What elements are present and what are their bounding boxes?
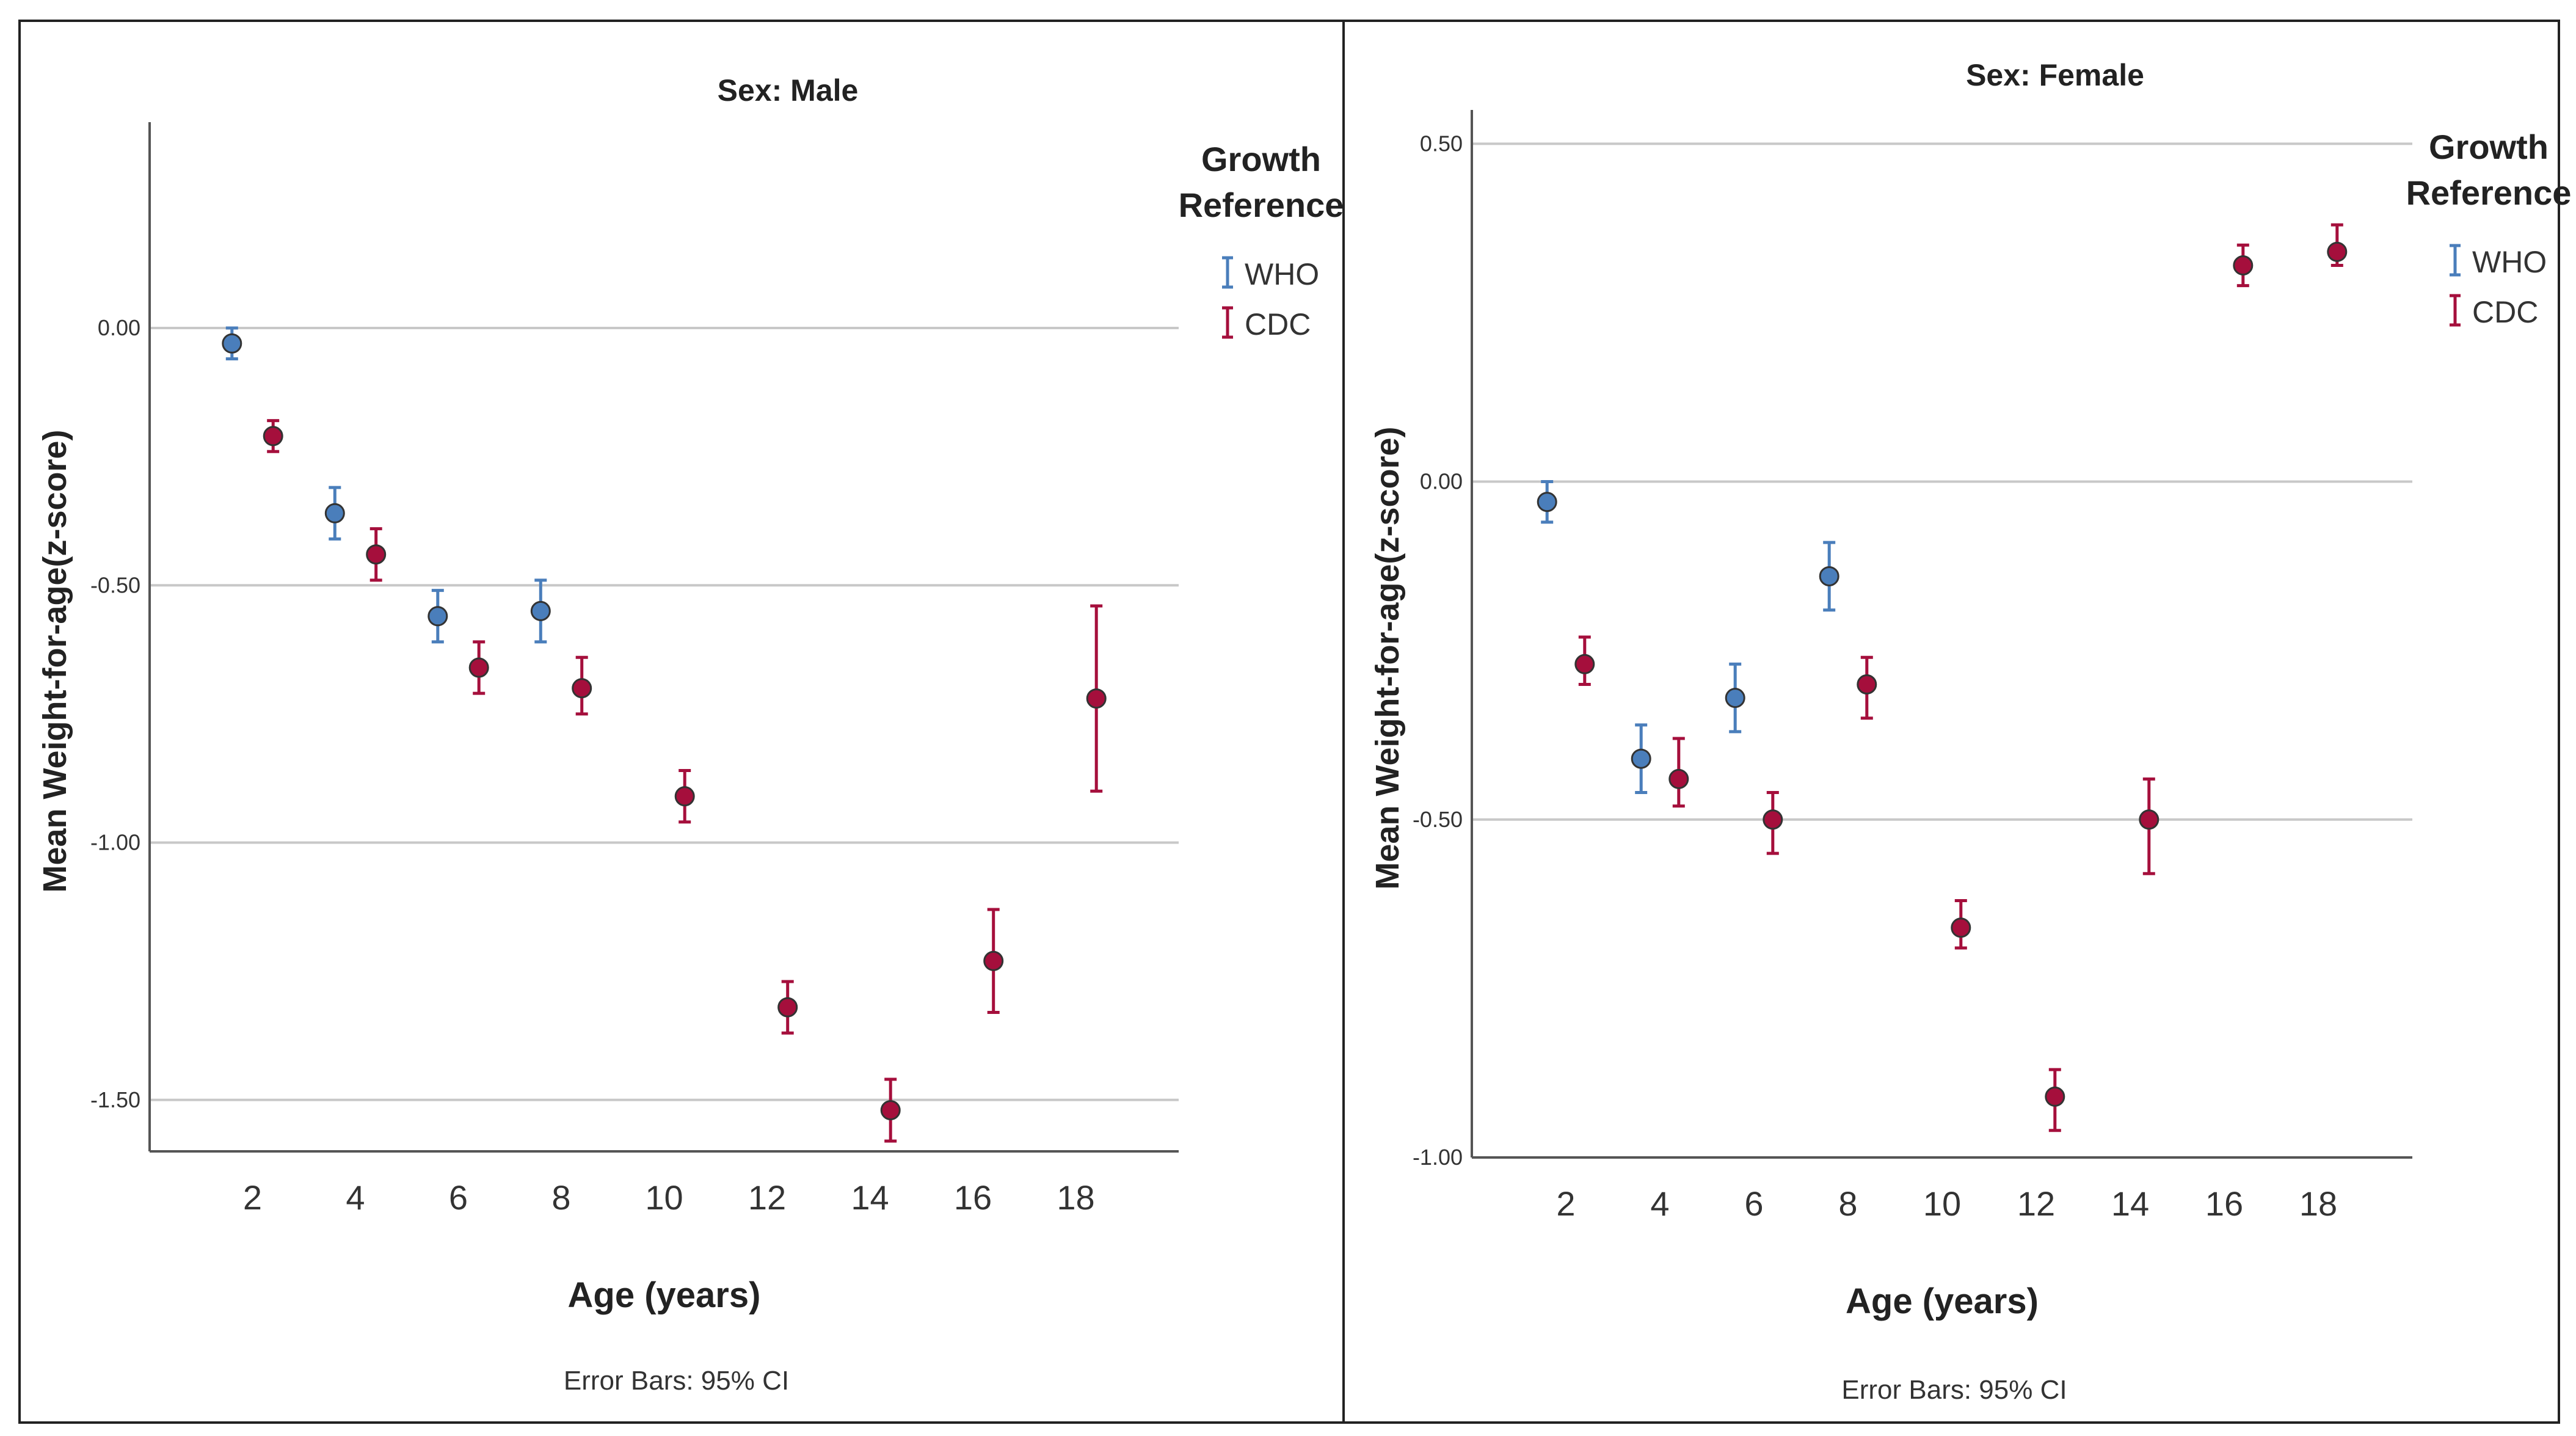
x-tick-label: 18 — [2299, 1184, 2337, 1223]
data-point-cdc — [2045, 1086, 2065, 1107]
footnote: Error Bars: 95% CI — [564, 1366, 789, 1396]
legend-label-who: WHO — [2472, 245, 2547, 279]
x-tick-label: 6 — [1744, 1184, 1763, 1223]
footnote: Error Bars: 95% CI — [1841, 1375, 2067, 1405]
data-point-who — [428, 606, 448, 627]
legend: Growth Reference WHO CDC — [2406, 128, 2572, 329]
x-tick-label: 8 — [551, 1178, 570, 1217]
legend-label-cdc: CDC — [2472, 295, 2538, 329]
data-point-cdc — [1951, 917, 1971, 938]
legend-title-line-2: Reference — [2406, 173, 2572, 212]
y-tick-label: -1.50 — [90, 1087, 140, 1112]
x-tick-label: 10 — [645, 1178, 683, 1217]
x-tick-label: 16 — [2205, 1184, 2243, 1223]
x-axis-label: Age (years) — [1846, 1281, 2039, 1321]
x-tick-label: 6 — [449, 1178, 468, 1217]
x-tick-label: 10 — [1923, 1184, 1961, 1223]
series-who — [222, 326, 551, 644]
y-tick-label: 0.50 — [1420, 131, 1463, 156]
series-who — [1537, 480, 1839, 795]
legend-title-line-1: Growth — [1201, 140, 1321, 178]
y-axis-label: Mean Weight-for-age(z-score) — [37, 429, 73, 892]
data-point-who — [1537, 492, 1557, 512]
data-point-cdc — [2233, 255, 2254, 275]
x-tick-label: 8 — [1838, 1184, 1857, 1223]
y-tick-label: 0.00 — [98, 315, 140, 340]
x-tick-label: 14 — [851, 1178, 889, 1217]
legend-label-cdc: CDC — [1245, 307, 1311, 341]
legend-title-line-2: Reference — [1179, 186, 1344, 224]
x-tick-label: 12 — [748, 1178, 786, 1217]
y-tick-label: -1.00 — [1413, 1145, 1463, 1170]
data-point-who — [324, 503, 345, 523]
x-tick-label: 12 — [2017, 1184, 2055, 1223]
x-tick-label: 18 — [1057, 1178, 1094, 1217]
y-tick-label: 0.00 — [1420, 469, 1463, 494]
legend-title-line-1: Growth — [2429, 128, 2549, 166]
data-point-who — [222, 333, 242, 354]
y-tick-label: -0.50 — [1413, 807, 1463, 832]
data-point-cdc — [366, 544, 387, 565]
x-tick-label: 4 — [346, 1178, 365, 1217]
data-point-who — [1631, 748, 1651, 769]
x-tick-label: 4 — [1650, 1184, 1669, 1223]
panel-title: Sex: Female — [1966, 58, 2144, 92]
panel-title: Sex: Male — [718, 73, 859, 108]
x-axis-label: Age (years) — [568, 1275, 761, 1315]
data-point-who — [530, 600, 551, 621]
data-point-cdc — [880, 1100, 901, 1121]
data-point-cdc — [2139, 809, 2159, 830]
data-point-cdc — [983, 950, 1004, 971]
data-point-who — [1725, 688, 1745, 709]
figure-border — [18, 20, 2560, 1424]
data-point-cdc — [2327, 241, 2348, 262]
y-tick-label: -0.50 — [90, 572, 140, 597]
series-cdc — [263, 419, 1107, 1143]
legend-label-who: WHO — [1245, 257, 1319, 291]
data-point-cdc — [572, 678, 592, 699]
x-tick-label: 16 — [954, 1178, 992, 1217]
legend: Growth Reference WHO CDC — [1179, 140, 1344, 341]
data-point-cdc — [674, 786, 695, 807]
data-point-cdc — [1574, 654, 1595, 674]
data-point-cdc — [263, 426, 283, 446]
x-tick-label: 14 — [2111, 1184, 2149, 1223]
data-point-cdc — [1857, 674, 1877, 694]
data-point-cdc — [1086, 688, 1107, 709]
y-tick-label: -1.00 — [90, 830, 140, 855]
series-cdc — [1574, 223, 2348, 1132]
data-point-cdc — [468, 657, 489, 678]
panel-female: Sex: Female 0.50 0.00 -0.50 -1.00 2 4 6 8 10 12 14 1… — [1369, 58, 2571, 1405]
panel-male: Sex: Male 0.00 -0.50 -1.00 -1.50 2 4 6 8 10 12 14 16… — [37, 73, 1344, 1396]
x-tick-label: 2 — [1556, 1184, 1575, 1223]
data-point-cdc — [777, 997, 798, 1018]
x-tick-label: 2 — [243, 1178, 262, 1217]
data-point-who — [1819, 566, 1839, 586]
data-point-cdc — [1763, 809, 1783, 830]
data-point-cdc — [1668, 768, 1689, 789]
y-axis-label: Mean Weight-for-age(z-score) — [1369, 426, 1406, 889]
